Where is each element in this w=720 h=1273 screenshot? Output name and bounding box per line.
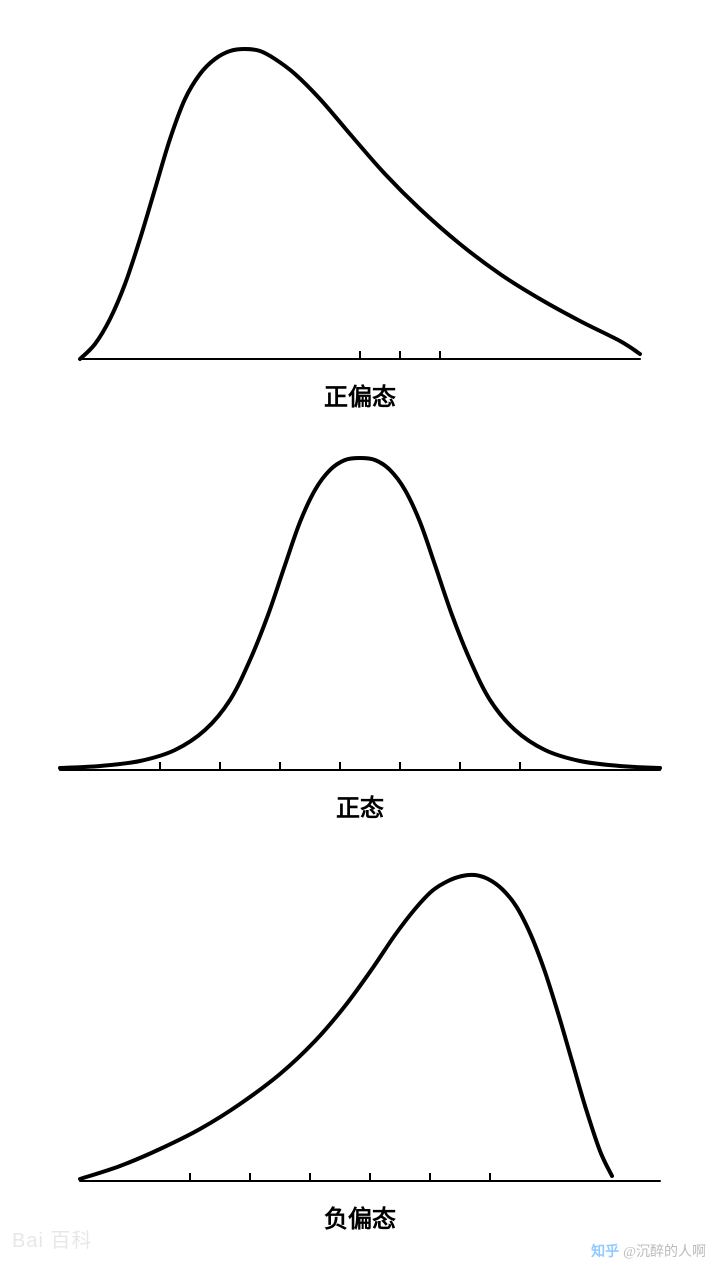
normal-label: 正态 — [336, 788, 384, 823]
positive-skew-label: 正偏态 — [324, 377, 396, 412]
normal-panel: 正态 — [40, 450, 680, 823]
normal-chart — [40, 450, 680, 780]
positive-skew-panel: 正偏态 — [40, 39, 680, 412]
positive-skew-chart — [40, 39, 680, 369]
negative-skew-chart — [40, 861, 680, 1191]
zhihu-logo-icon: 知乎 — [591, 1241, 619, 1261]
watermark-left: Bai 百科 — [12, 1224, 92, 1253]
negative-skew-label: 负偏态 — [324, 1199, 396, 1234]
watermark-right: 知乎 @沉醉的人啊 — [591, 1241, 706, 1261]
negative-skew-panel: 负偏态 — [40, 861, 680, 1234]
watermark-author: @沉醉的人啊 — [623, 1241, 706, 1261]
